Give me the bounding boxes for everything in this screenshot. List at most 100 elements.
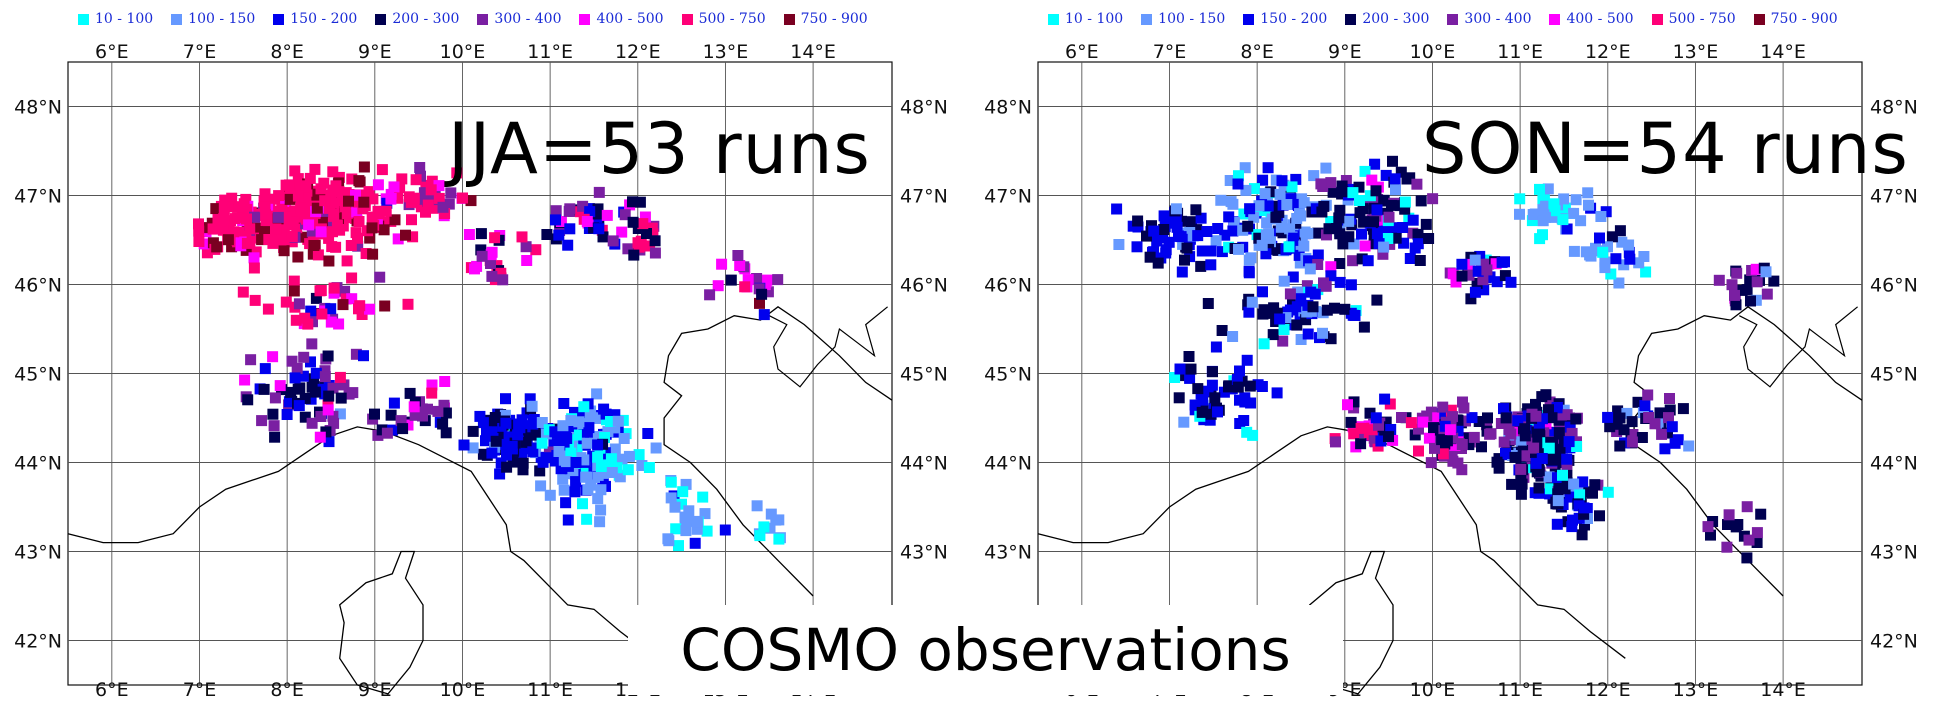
station-marker (1370, 185, 1382, 197)
station-marker (303, 219, 315, 231)
station-marker (1362, 255, 1374, 267)
station-marker (1463, 258, 1475, 270)
station-marker (463, 229, 475, 240)
station-marker (1301, 306, 1313, 318)
station-marker (1178, 416, 1190, 428)
station-marker (1534, 233, 1546, 245)
station-marker (501, 449, 512, 461)
station-marker (334, 224, 346, 236)
station-marker (1514, 208, 1525, 220)
station-marker (445, 187, 457, 199)
station-marker (1308, 170, 1320, 182)
station-marker (290, 181, 302, 193)
station-marker (319, 365, 331, 377)
station-marker (1566, 521, 1578, 533)
station-marker (299, 411, 311, 423)
legend-swatch (477, 13, 489, 25)
station-marker (1256, 381, 1268, 392)
station-marker (1270, 174, 1282, 186)
station-marker (319, 371, 331, 383)
station-marker (1423, 432, 1435, 444)
station-marker (1457, 396, 1468, 408)
station-marker (578, 401, 590, 413)
station-marker (1663, 412, 1674, 424)
station-marker (1537, 193, 1549, 205)
legend-item: 10 - 100 (78, 11, 153, 27)
station-marker (1216, 325, 1228, 336)
station-marker (742, 274, 754, 286)
station-marker (285, 386, 297, 398)
station-marker (1246, 296, 1258, 308)
legend-label: 200 - 300 (392, 11, 460, 27)
station-marker (1452, 457, 1464, 469)
station-marker (284, 186, 296, 198)
station-marker (544, 489, 556, 501)
station-marker (1205, 408, 1217, 420)
station-marker (314, 431, 326, 443)
station-marker (1466, 412, 1478, 424)
station-marker (295, 197, 307, 208)
station-marker (290, 314, 302, 326)
station-marker (501, 461, 513, 473)
station-marker (1552, 488, 1564, 500)
station-marker (1301, 280, 1313, 292)
station-marker (1294, 311, 1306, 323)
station-marker (1190, 204, 1202, 216)
station-marker (1449, 439, 1461, 451)
station-marker (1191, 224, 1203, 236)
station-marker (520, 436, 532, 448)
station-marker (395, 415, 407, 427)
station-marker (1258, 338, 1270, 350)
station-marker (1389, 173, 1401, 185)
station-marker (754, 297, 765, 309)
station-marker (1496, 256, 1508, 268)
station-marker (1559, 483, 1571, 495)
station-marker (1291, 319, 1303, 331)
station-marker (1371, 204, 1383, 216)
lat-tick-left: 42°N (14, 631, 62, 653)
station-markers (1111, 155, 1780, 564)
station-marker (609, 422, 621, 434)
station-marker (526, 400, 538, 412)
station-marker (1526, 433, 1538, 445)
station-marker (292, 190, 304, 202)
lon-tick-bottom: 10°E (440, 679, 486, 701)
station-marker (1409, 429, 1421, 441)
station-marker (762, 286, 774, 298)
station-marker (558, 484, 570, 496)
station-marker (573, 429, 585, 441)
station-marker (1623, 239, 1635, 251)
station-marker (1420, 218, 1432, 230)
station-marker (1334, 276, 1346, 288)
station-marker (385, 193, 397, 205)
station-marker (1359, 165, 1371, 177)
station-marker (1519, 423, 1531, 435)
station-marker (1382, 233, 1394, 244)
station-marker (1447, 268, 1459, 280)
lon-tick-top: 8°E (1240, 41, 1274, 63)
station-marker (1348, 396, 1360, 408)
legend-swatch (375, 13, 387, 25)
station-marker (346, 272, 358, 284)
station-marker (1741, 501, 1753, 513)
legend-son: 10 - 100 100 - 150 150 - 200 200 - 300 300 -… (1048, 6, 1856, 32)
station-marker (336, 195, 348, 207)
station-marker (1261, 217, 1273, 229)
station-marker (1195, 260, 1207, 272)
station-marker (636, 460, 648, 471)
station-marker (1552, 495, 1564, 507)
lat-tick-right: 43°N (900, 542, 948, 564)
station-marker (1284, 288, 1296, 300)
station-marker (408, 401, 420, 413)
station-marker (328, 417, 340, 429)
station-marker (676, 498, 687, 510)
station-marker (1243, 254, 1255, 266)
station-marker (433, 192, 445, 204)
station-marker (523, 429, 535, 441)
legend-item: 200 - 300 (1345, 11, 1429, 27)
station-marker (725, 274, 737, 286)
station-marker (350, 227, 362, 239)
station-marker (327, 166, 339, 178)
station-marker (1729, 289, 1740, 301)
station-marker (262, 303, 274, 315)
